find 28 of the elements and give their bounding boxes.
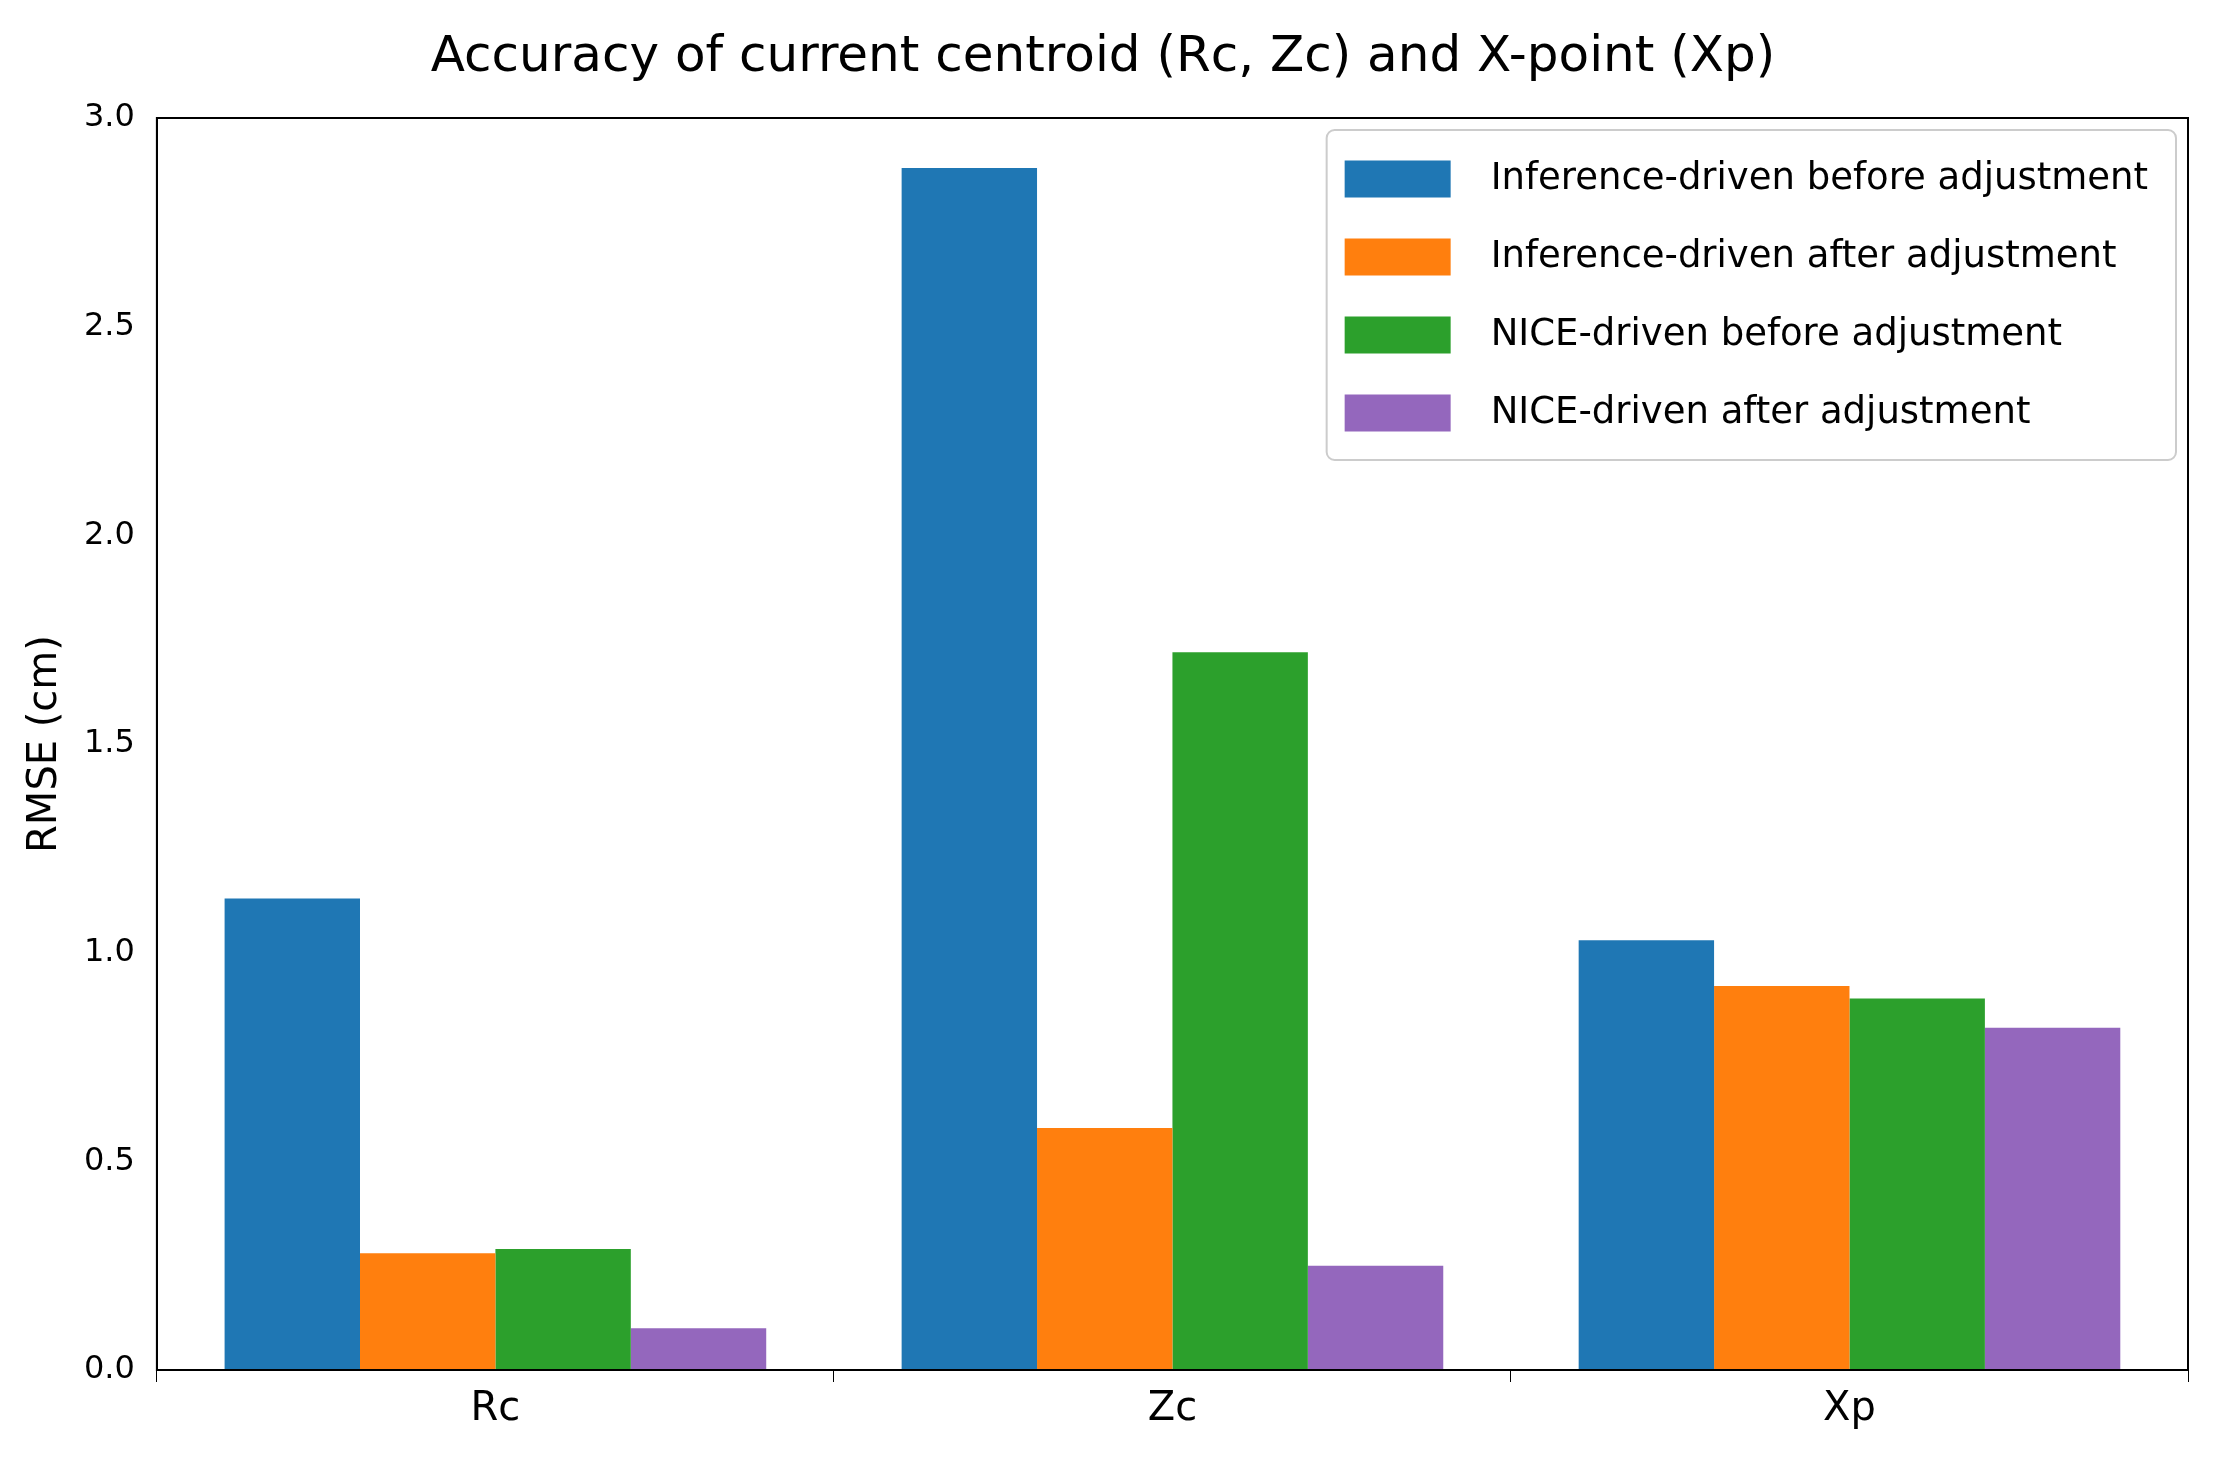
legend-label: NICE-driven before adjustment (1490, 310, 2062, 354)
x-tick-label: Rc (470, 1383, 521, 1430)
legend-label: NICE-driven after adjustment (1490, 388, 2031, 432)
bar (1849, 998, 1985, 1370)
bar (495, 1248, 631, 1370)
y-tick-label: 0.0 (84, 1348, 135, 1387)
legend-label: Inference-driven before adjustment (1490, 154, 2149, 198)
bar (901, 168, 1038, 1370)
bar (630, 1328, 767, 1370)
bar (1307, 1265, 1444, 1370)
x-tick-label: Xp (1823, 1383, 1876, 1430)
bar (1037, 1127, 1173, 1370)
bar (224, 898, 360, 1370)
chart-title: Accuracy of current centroid (Rc, Zc) and X-point (Xp) (430, 24, 1776, 83)
y-tick-label: 2.5 (84, 304, 135, 343)
x-tick-label: Zc (1147, 1383, 1198, 1430)
bar (1172, 652, 1308, 1370)
bar (360, 1253, 496, 1370)
y-tick-label: 2.0 (84, 513, 135, 552)
y-tick-label: 1.0 (84, 930, 135, 969)
y-tick-label: 1.5 (84, 722, 135, 761)
legend-label: Inference-driven after adjustment (1490, 232, 2117, 276)
y-tick-label: 0.5 (84, 1139, 135, 1178)
y-tick-label: 3.0 (84, 96, 135, 135)
y-axis-title: RMSE (cm) (19, 635, 66, 853)
bar (1578, 940, 1715, 1370)
bar (1984, 1027, 2121, 1370)
bar (1714, 986, 1850, 1370)
